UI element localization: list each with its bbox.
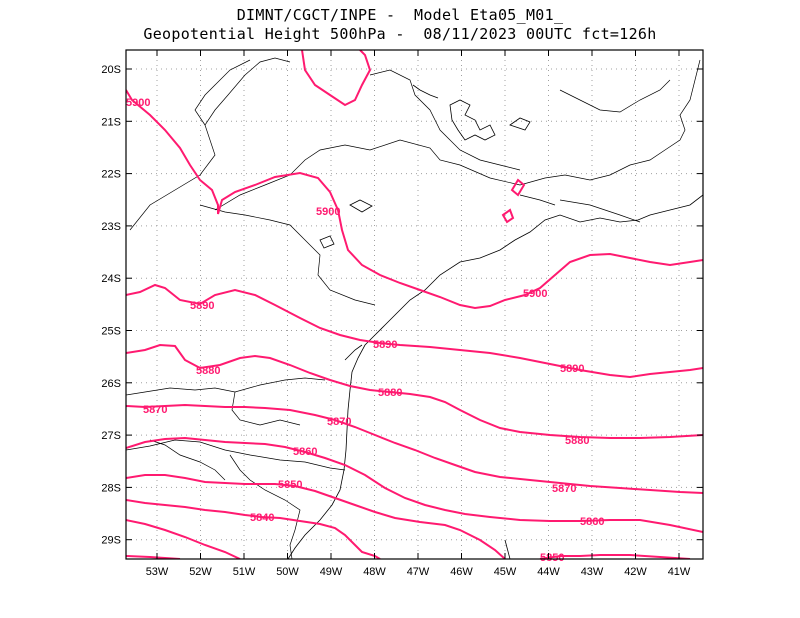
map-title-line1: DIMNT/CGCT/INPE - Model Eta05_M01_ — [236, 6, 564, 24]
contour-5840-b — [126, 519, 241, 559]
plot-frame — [125, 49, 704, 560]
contour-5850 — [126, 474, 506, 559]
contour-label-5870: 5870 — [552, 483, 576, 495]
lat-tick-label: 25S — [101, 326, 121, 338]
contour-5830 — [126, 555, 181, 559]
contour-label-5900: 5900 — [126, 97, 150, 109]
contour-5880 — [126, 343, 703, 439]
contour-label-5860: 5860 — [293, 446, 317, 458]
lat-tick-label: 24S — [101, 273, 121, 285]
lon-tick-label: 49W — [320, 566, 343, 578]
lon-tick-label: 45W — [494, 566, 517, 578]
map-title-line2: Geopotential Height 500hPa - 08/11/2023 … — [143, 25, 657, 43]
lon-tick-label: 42W — [624, 566, 647, 578]
contour-label-5890: 5890 — [373, 339, 397, 351]
lon-tick-label: 46W — [450, 566, 473, 578]
lat-tick-label: 21S — [101, 116, 121, 128]
contour-5840 — [126, 499, 381, 559]
contour-labels: 5900 5900 5900 5890 5890 5890 5880 5880 … — [126, 97, 604, 564]
lon-tick-label: 52W — [189, 566, 212, 578]
contour-label-5880: 5880 — [378, 387, 402, 399]
lon-tick-label: 53W — [146, 566, 169, 578]
lon-tick-label: 43W — [581, 566, 604, 578]
lon-tick-label: 48W — [363, 566, 386, 578]
contour-label-5900: 5900 — [316, 206, 340, 218]
longitude-labels: 53W 52W 51W 50W 49W 48W 47W 46W 45W 44W 43W 42W 41W — [146, 566, 691, 578]
lon-tick-label: 41W — [668, 566, 691, 578]
contour-label-5880: 5880 — [565, 435, 589, 447]
lat-tick-label: 28S — [101, 482, 121, 494]
contour-5900-west — [126, 89, 703, 310]
contour-5860 — [126, 436, 703, 533]
axis-ticks — [126, 50, 703, 559]
lon-tick-label: 44W — [537, 566, 560, 578]
lat-tick-label: 22S — [101, 169, 121, 181]
lat-tick-label: 20S — [101, 64, 121, 76]
lon-tick-label: 47W — [407, 566, 430, 578]
contour-label-5840: 5840 — [250, 512, 274, 524]
contour-label-5870: 5870 — [327, 416, 351, 428]
contour-label-5850: 5850 — [540, 552, 564, 564]
contour-label-5850: 5850 — [278, 479, 302, 491]
lat-tick-label: 27S — [101, 430, 121, 442]
contour-label-5870: 5870 — [143, 404, 167, 416]
contour-label-5880: 5880 — [196, 365, 220, 377]
contour-5850-east — [539, 554, 691, 559]
lat-tick-label: 23S — [101, 221, 121, 233]
lat-tick-label: 26S — [101, 378, 121, 390]
contour-5900-small-b — [501, 208, 515, 224]
contour-5900-north — [301, 50, 372, 107]
contour-label-5890: 5890 — [560, 363, 584, 375]
contour-label-5860: 5860 — [580, 516, 604, 528]
contour-5890 — [126, 283, 703, 379]
geopotential-contours — [126, 50, 703, 559]
coastline — [287, 84, 703, 559]
contour-5870 — [126, 403, 703, 494]
lat-tick-label: 29S — [101, 535, 121, 547]
contour-label-5890: 5890 — [190, 300, 214, 312]
state-borders — [126, 57, 701, 559]
lon-tick-label: 50W — [276, 566, 299, 578]
latitude-labels: 20S 21S 22S 23S 24S 25S 26S 27S 28S 29S — [101, 64, 121, 547]
lon-tick-label: 51W — [233, 566, 256, 578]
contour-label-5900: 5900 — [523, 288, 547, 300]
contour-5900-small-a — [510, 178, 526, 197]
